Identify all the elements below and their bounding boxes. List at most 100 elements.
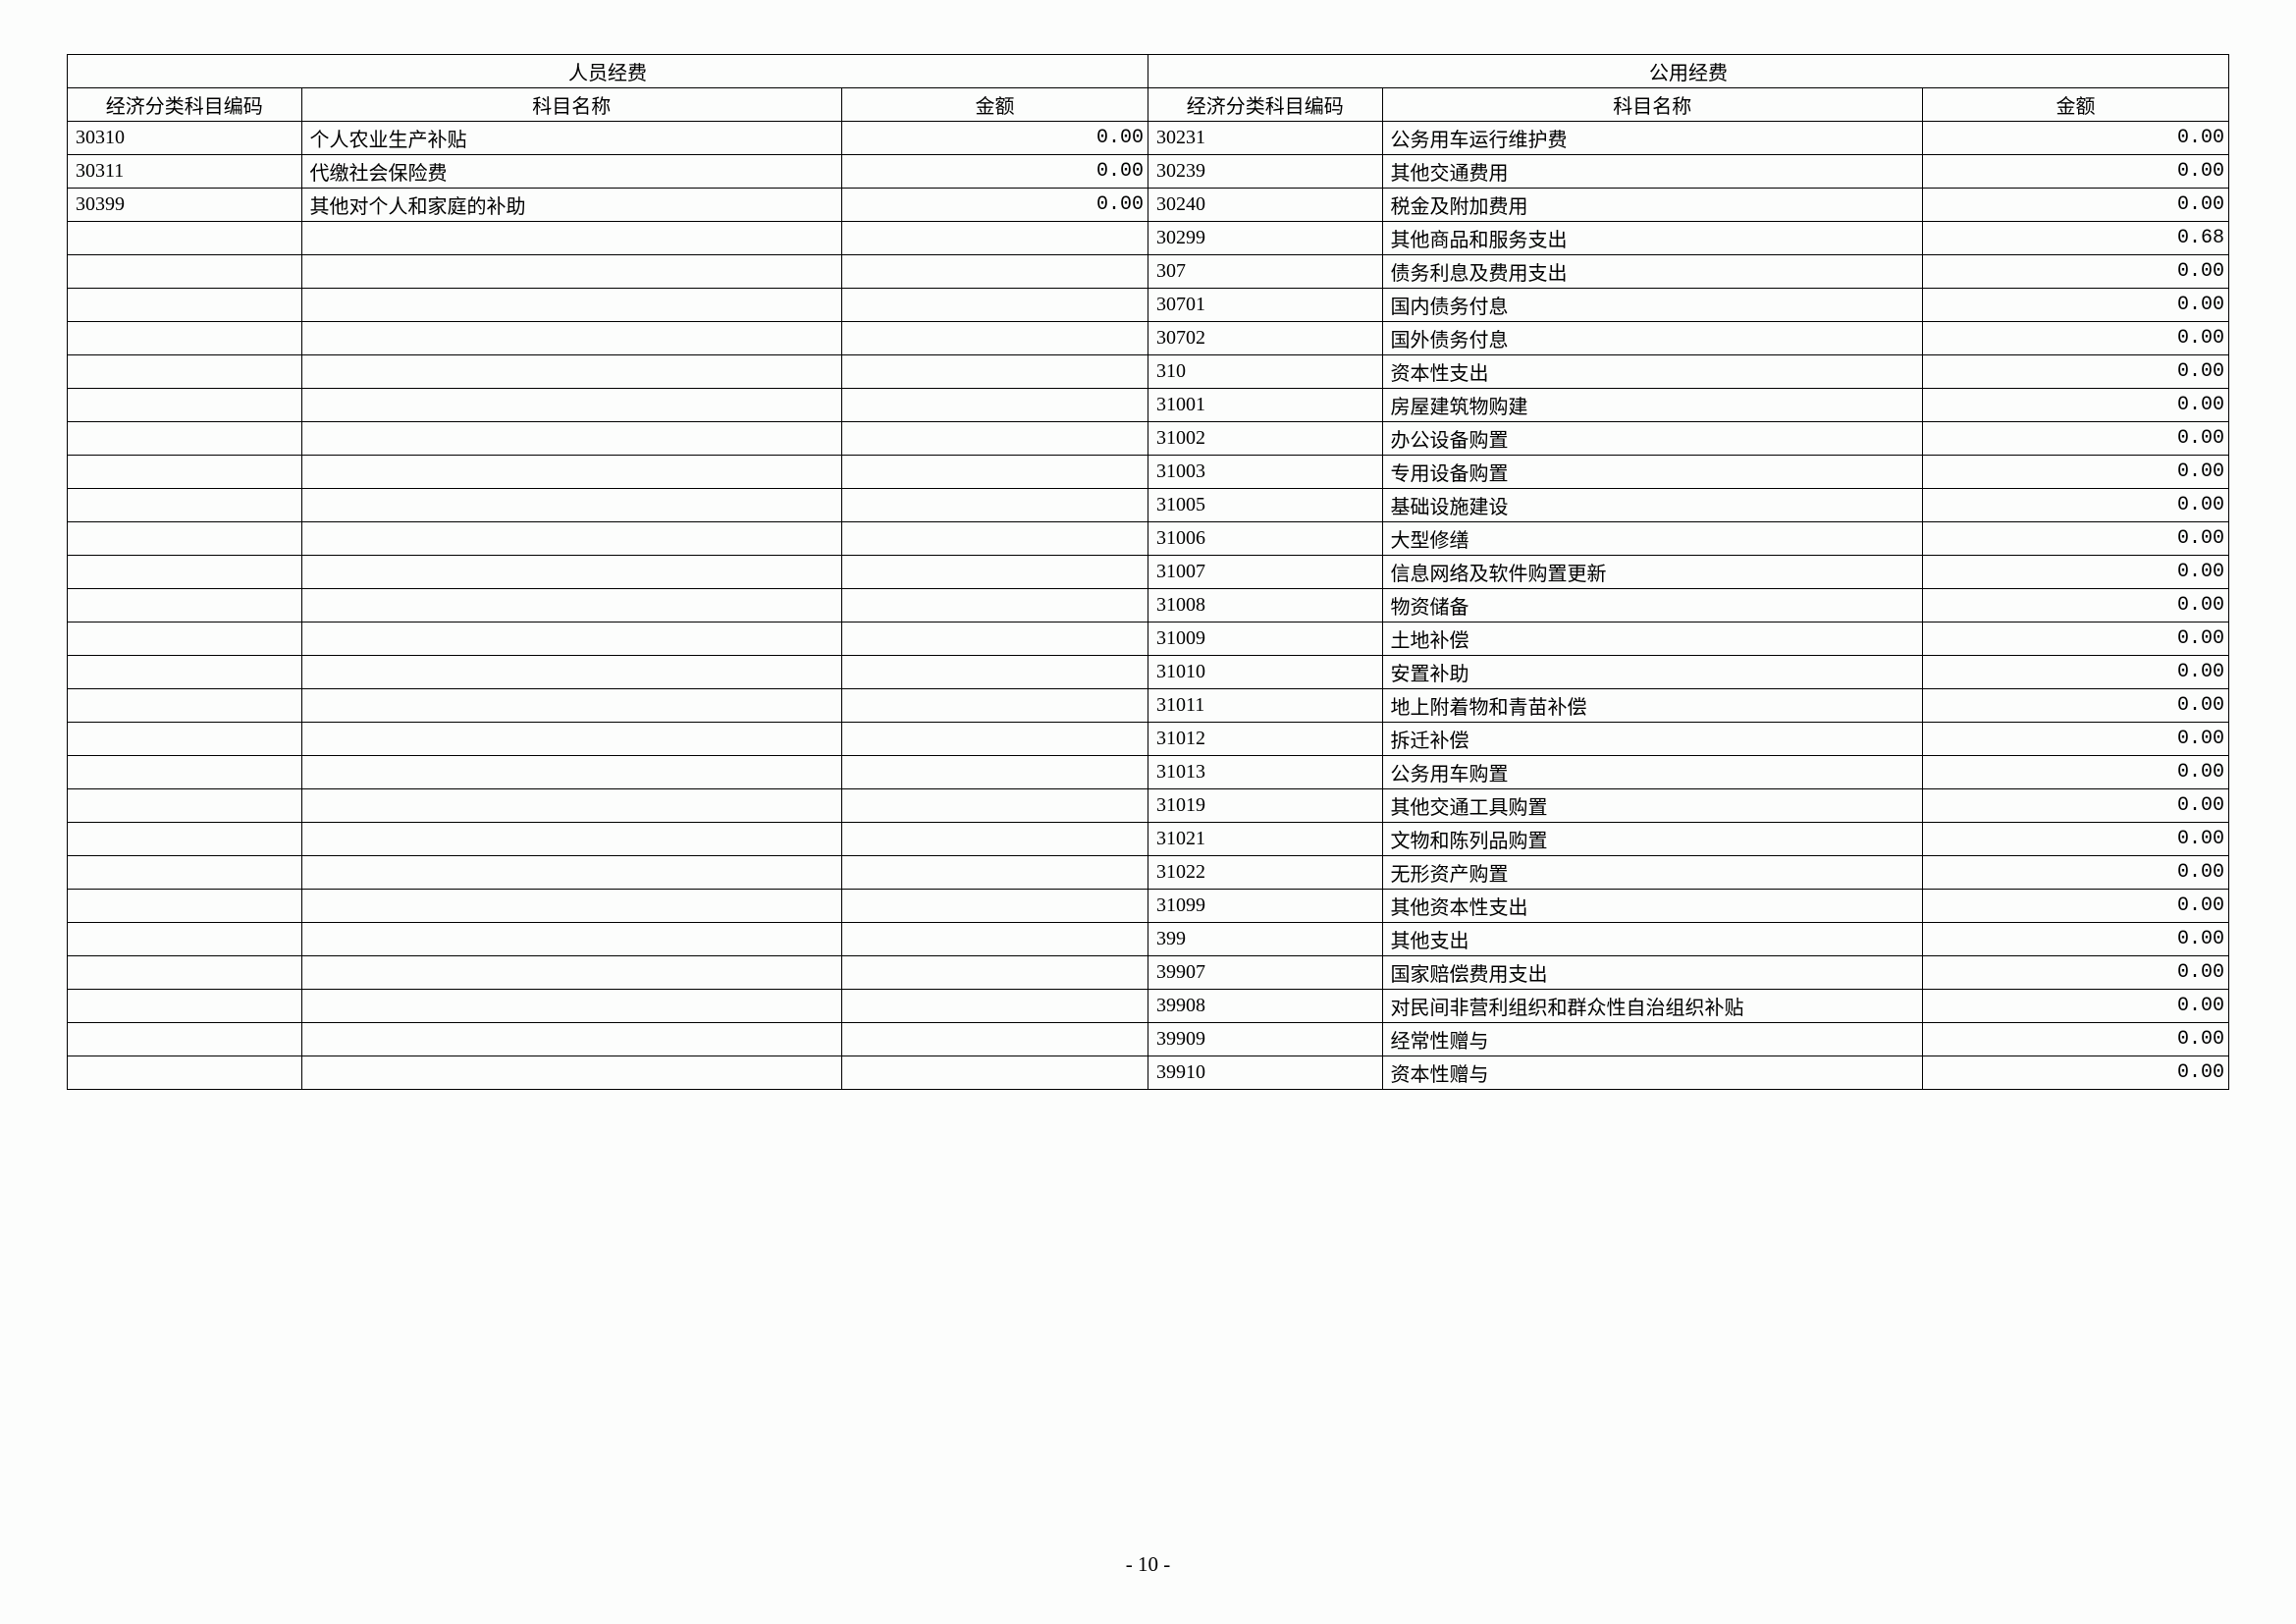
right-name: 文物和陈列品购置	[1382, 823, 1923, 856]
table-row: 31099其他资本性支出0.00	[68, 890, 2229, 923]
right-code: 30231	[1148, 122, 1382, 155]
left-name	[301, 856, 842, 890]
right-name: 土地补偿	[1382, 623, 1923, 656]
right-code: 31005	[1148, 489, 1382, 522]
right-code: 31007	[1148, 556, 1382, 589]
right-name: 其他交通费用	[1382, 155, 1923, 189]
right-name: 房屋建筑物购建	[1382, 389, 1923, 422]
right-amount: 0.00	[1923, 623, 2229, 656]
right-code: 39910	[1148, 1056, 1382, 1090]
right-code: 399	[1148, 923, 1382, 956]
left-code	[68, 890, 302, 923]
left-amount	[842, 289, 1148, 322]
right-name: 公务用车运行维护费	[1382, 122, 1923, 155]
left-name	[301, 522, 842, 556]
right-amount: 0.00	[1923, 489, 2229, 522]
table-header-sub: 经济分类科目编码 科目名称 金额 经济分类科目编码 科目名称 金额	[68, 88, 2229, 122]
left-code	[68, 689, 302, 723]
left-code: 30399	[68, 189, 302, 222]
left-name	[301, 923, 842, 956]
left-name	[301, 789, 842, 823]
table-row: 31003专用设备购置0.00	[68, 456, 2229, 489]
right-amount: 0.00	[1923, 456, 2229, 489]
table-row: 310资本性支出0.00	[68, 355, 2229, 389]
left-code	[68, 389, 302, 422]
right-name: 税金及附加费用	[1382, 189, 1923, 222]
table-body: 30310个人农业生产补贴0.0030231公务用车运行维护费0.0030311…	[68, 122, 2229, 1090]
right-name: 其他交通工具购置	[1382, 789, 1923, 823]
right-name: 无形资产购置	[1382, 856, 1923, 890]
header-name-left: 科目名称	[301, 88, 842, 122]
left-amount	[842, 856, 1148, 890]
table-header-main: 人员经费 公用经费	[68, 55, 2229, 88]
right-code: 31012	[1148, 723, 1382, 756]
right-amount: 0.00	[1923, 389, 2229, 422]
right-amount: 0.00	[1923, 856, 2229, 890]
right-name: 基础设施建设	[1382, 489, 1923, 522]
left-amount	[842, 956, 1148, 990]
left-code	[68, 956, 302, 990]
right-code: 31019	[1148, 789, 1382, 823]
table-row: 31007信息网络及软件购置更新0.00	[68, 556, 2229, 589]
right-code: 31003	[1148, 456, 1382, 489]
right-code: 31001	[1148, 389, 1382, 422]
left-code	[68, 355, 302, 389]
header-right: 公用经费	[1148, 55, 2228, 88]
table-row: 39908对民间非营利组织和群众性自治组织补贴0.00	[68, 990, 2229, 1023]
right-name: 其他资本性支出	[1382, 890, 1923, 923]
left-name	[301, 289, 842, 322]
table-row: 31021文物和陈列品购置0.00	[68, 823, 2229, 856]
left-name	[301, 823, 842, 856]
right-code: 31006	[1148, 522, 1382, 556]
left-amount	[842, 589, 1148, 623]
right-amount: 0.00	[1923, 689, 2229, 723]
right-name: 经常性赠与	[1382, 1023, 1923, 1056]
table-row: 39909经常性赠与0.00	[68, 1023, 2229, 1056]
left-amount	[842, 656, 1148, 689]
left-amount	[842, 422, 1148, 456]
left-amount: 0.00	[842, 189, 1148, 222]
left-amount	[842, 556, 1148, 589]
right-amount: 0.00	[1923, 522, 2229, 556]
left-amount	[842, 355, 1148, 389]
left-amount	[842, 890, 1148, 923]
right-amount: 0.68	[1923, 222, 2229, 255]
right-name: 拆迁补偿	[1382, 723, 1923, 756]
left-name	[301, 322, 842, 355]
left-amount	[842, 389, 1148, 422]
right-amount: 0.00	[1923, 322, 2229, 355]
right-amount: 0.00	[1923, 289, 2229, 322]
right-amount: 0.00	[1923, 789, 2229, 823]
table-row: 39910资本性赠与0.00	[68, 1056, 2229, 1090]
table-row: 31009土地补偿0.00	[68, 623, 2229, 656]
left-name	[301, 689, 842, 723]
right-code: 31010	[1148, 656, 1382, 689]
table-row: 399其他支出0.00	[68, 923, 2229, 956]
left-code	[68, 422, 302, 456]
table-row: 31006大型修缮0.00	[68, 522, 2229, 556]
left-amount	[842, 1023, 1148, 1056]
left-name	[301, 723, 842, 756]
left-amount	[842, 823, 1148, 856]
left-name	[301, 255, 842, 289]
right-name: 公务用车购置	[1382, 756, 1923, 789]
right-code: 39908	[1148, 990, 1382, 1023]
right-code: 30239	[1148, 155, 1382, 189]
right-name: 物资储备	[1382, 589, 1923, 623]
header-left: 人员经费	[68, 55, 1148, 88]
left-name	[301, 623, 842, 656]
left-amount	[842, 689, 1148, 723]
left-code	[68, 522, 302, 556]
table-row: 307债务利息及费用支出0.00	[68, 255, 2229, 289]
right-amount: 0.00	[1923, 355, 2229, 389]
left-code	[68, 856, 302, 890]
right-name: 债务利息及费用支出	[1382, 255, 1923, 289]
left-name	[301, 1023, 842, 1056]
left-name	[301, 355, 842, 389]
left-code	[68, 255, 302, 289]
header-amount-right: 金额	[1923, 88, 2229, 122]
table-row: 30310个人农业生产补贴0.0030231公务用车运行维护费0.00	[68, 122, 2229, 155]
left-amount	[842, 322, 1148, 355]
left-name	[301, 990, 842, 1023]
right-amount: 0.00	[1923, 422, 2229, 456]
